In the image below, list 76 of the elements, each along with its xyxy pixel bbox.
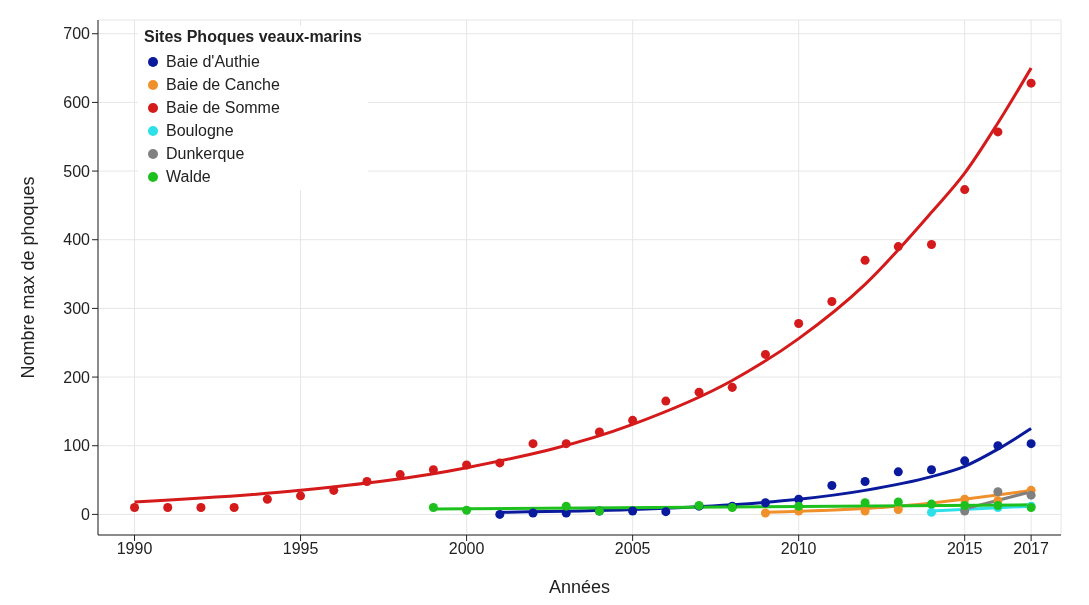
point	[893, 497, 903, 507]
y-tick-label: 200	[63, 368, 91, 386]
point	[827, 297, 837, 307]
legend-label: Walde	[166, 167, 211, 186]
point	[926, 507, 937, 517]
point	[1026, 439, 1036, 449]
point	[528, 439, 538, 449]
point	[296, 491, 306, 501]
point	[960, 500, 970, 510]
point	[860, 498, 870, 508]
y-tick-label: 600	[63, 94, 91, 112]
legend-label: Boulogne	[166, 121, 234, 140]
point	[561, 501, 571, 511]
point	[727, 382, 737, 392]
point	[163, 503, 173, 513]
y-tick-label: 0	[81, 506, 91, 524]
point	[926, 240, 937, 250]
point	[661, 396, 671, 406]
legend-label: Baie d'Authie	[166, 52, 260, 71]
point	[262, 494, 272, 504]
point	[794, 319, 804, 329]
x-axis-title: Années	[548, 577, 611, 597]
point	[926, 465, 937, 475]
x-tick-label: 1995	[282, 540, 319, 558]
point	[428, 503, 438, 513]
point	[993, 441, 1003, 451]
point	[1026, 490, 1036, 500]
point	[628, 415, 638, 425]
point	[893, 467, 903, 477]
x-tick-label: 2005	[614, 540, 651, 558]
point	[495, 509, 505, 519]
point	[495, 458, 505, 468]
y-tick-label: 500	[63, 162, 91, 180]
point	[1026, 78, 1036, 88]
y-tick-label: 300	[63, 300, 91, 318]
point	[760, 508, 770, 518]
point	[760, 498, 770, 508]
point	[130, 503, 140, 513]
point	[561, 439, 571, 449]
legend-label: Baie de Canche	[166, 75, 280, 94]
legend-title: Sites Phoques veaux-marins	[144, 28, 362, 46]
point	[827, 481, 837, 491]
point	[993, 127, 1003, 137]
point	[329, 485, 339, 495]
point	[926, 499, 937, 509]
x-tick-label: 2017	[1013, 540, 1050, 558]
point	[362, 476, 372, 486]
point	[860, 476, 870, 486]
point	[794, 501, 804, 511]
point	[628, 506, 638, 516]
point	[893, 242, 903, 252]
point	[462, 505, 472, 515]
point	[760, 349, 770, 359]
y-tick-label: 400	[63, 231, 91, 249]
point	[661, 507, 671, 517]
y-tick-label: 700	[63, 25, 91, 43]
point	[196, 503, 206, 513]
x-tick-label: 2000	[448, 540, 485, 558]
y-tick-label: 100	[63, 437, 91, 455]
point	[462, 460, 472, 470]
point	[860, 506, 870, 516]
point	[960, 185, 970, 195]
point	[594, 427, 604, 437]
x-tick-label: 2010	[780, 540, 817, 558]
legend-label: Baie de Somme	[166, 98, 280, 117]
point	[860, 255, 870, 265]
point	[960, 456, 970, 466]
point	[528, 508, 538, 518]
point	[893, 505, 903, 515]
point	[229, 503, 239, 513]
point	[694, 387, 704, 397]
x-tick-label: 2015	[946, 540, 983, 558]
y-axis-title: Nombre max de phoques	[18, 176, 39, 379]
x-tick-label: 1990	[116, 540, 153, 558]
point	[993, 487, 1003, 497]
legend-label: Dunkerque	[166, 144, 245, 163]
